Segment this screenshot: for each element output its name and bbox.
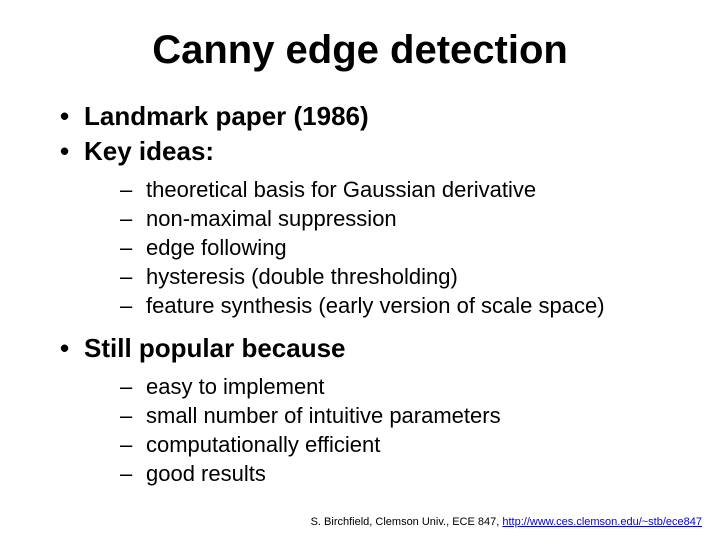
- sub-bullet-item: hysteresis (double thresholding): [120, 264, 680, 290]
- footer-text: S. Birchfield, Clemson Univ., ECE 847,: [311, 516, 503, 528]
- bullet-item: Key ideas: theoretical basis for Gaussia…: [60, 136, 680, 319]
- footer-link[interactable]: http://www.ces.clemson.edu/~stb/ece847: [502, 516, 702, 528]
- bullet-list-level1: Landmark paper (1986) Key ideas: theoret…: [40, 101, 680, 487]
- slide-title: Canny edge detection: [40, 28, 680, 73]
- sub-bullet-item: theoretical basis for Gaussian derivativ…: [120, 177, 680, 203]
- bullet-list-level2: easy to implement small number of intuit…: [84, 374, 680, 487]
- bullet-label: Landmark paper (1986): [84, 101, 369, 131]
- sub-bullet-item: easy to implement: [120, 374, 680, 400]
- bullet-label: Key ideas:: [84, 136, 214, 166]
- sub-bullet-item: computationally efficient: [120, 432, 680, 458]
- sub-bullet-item: small number of intuitive parameters: [120, 403, 680, 429]
- sub-bullet-item: feature synthesis (early version of scal…: [120, 293, 680, 319]
- slide: Canny edge detection Landmark paper (198…: [0, 0, 720, 540]
- sub-bullet-item: edge following: [120, 235, 680, 261]
- sub-bullet-item: good results: [120, 461, 680, 487]
- bullet-label: Still popular because: [84, 333, 346, 363]
- footer-attribution: S. Birchfield, Clemson Univ., ECE 847, h…: [311, 516, 702, 528]
- bullet-item: Landmark paper (1986): [60, 101, 680, 132]
- bullet-list-level2: theoretical basis for Gaussian derivativ…: [84, 177, 680, 319]
- bullet-item: Still popular because easy to implement …: [60, 333, 680, 487]
- sub-bullet-item: non-maximal suppression: [120, 206, 680, 232]
